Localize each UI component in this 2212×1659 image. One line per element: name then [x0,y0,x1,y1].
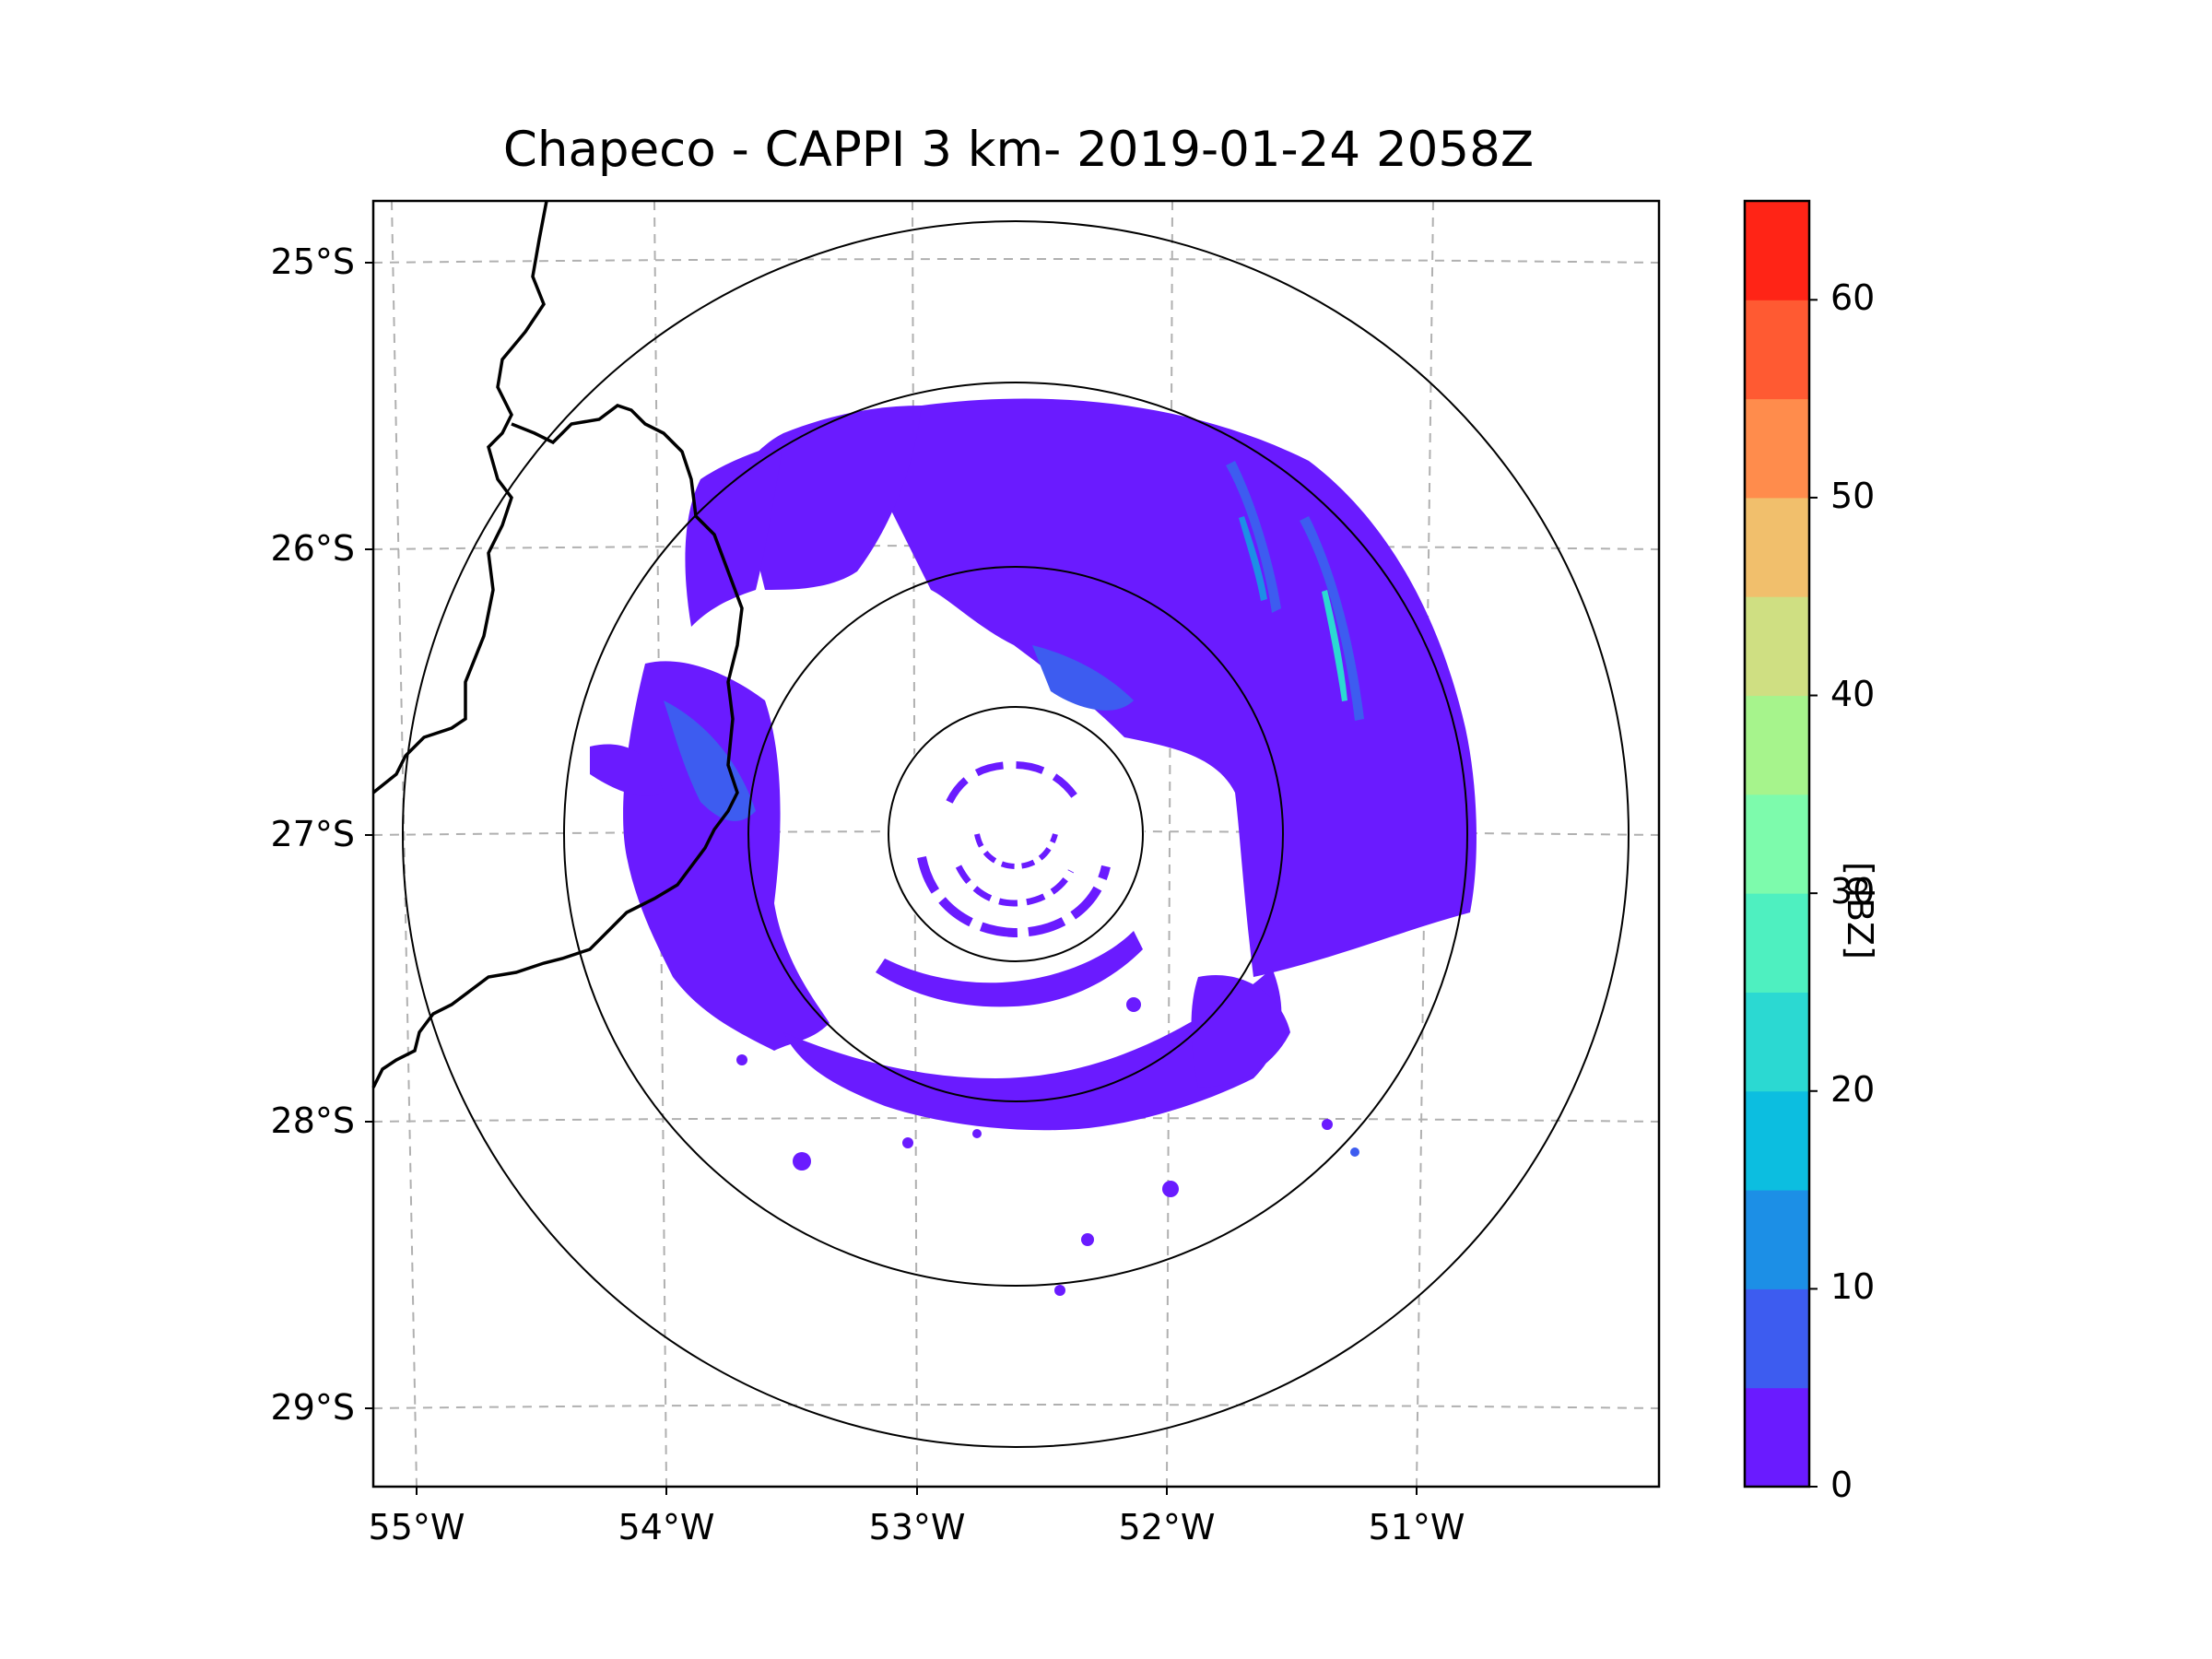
gridline-lat-29 [372,1404,1660,1409]
echo-inner-arcs [917,855,1111,938]
colorbar-tick-label: 0 [1830,1465,1853,1505]
echo-western [623,661,830,1051]
lat-tick-label: 29°S [270,1387,355,1428]
lon-tick-label: 55°W [368,1507,465,1547]
border-line-west [371,200,548,794]
range-rings [402,220,1630,1448]
colorbar-bin [1745,1190,1809,1289]
colorbar-bin [1745,695,1809,795]
echo-cell [1126,997,1141,1012]
echo-cell [1350,1147,1359,1157]
echo-inner-arcs [955,865,1075,907]
colorbar-tick-label: 50 [1830,475,1876,516]
echo-cell [1054,1285,1065,1296]
echo-cell [1081,1233,1094,1246]
echo-cell [793,1152,811,1171]
chart-title: Chapeco - CAPPI 3 km- 2019-01-24 2058Z [502,122,1535,178]
echo-southeast [1191,975,1290,1088]
echo-inner-arcs [974,833,1058,870]
range-ring-3 [563,382,1468,1287]
reflectivity-echoes [590,398,1477,1296]
map-frame [371,199,1661,1488]
echo-cell [1162,1181,1179,1197]
lon-tick-label: 53°W [868,1507,966,1547]
range-ring-4 [402,220,1630,1448]
colorbar [1745,201,1809,1488]
colorbar-frame [1743,199,1811,1488]
echo-streak-10dbz [1032,645,1134,711]
gridline-lat-25 [372,258,1660,264]
colorbar-bin [1745,992,1809,1092]
echo-streak-10dbz [1226,461,1281,613]
country-borders [371,200,744,1088]
colorbar-bin [1745,794,1809,894]
echo-cell [736,1054,747,1065]
lat-tick-label: 26°S [270,528,355,569]
colorbar-tick-label: 30 [1830,871,1876,912]
colorbar-bin [1745,300,1809,400]
lon-tick-label: 52°W [1118,1507,1216,1547]
gridline-lat-28 [372,1117,1660,1123]
echo-inner-ring [876,931,1143,1007]
colorbar-bin [1745,398,1809,499]
border-line-east [371,404,744,1088]
echo-cell [972,1129,982,1138]
echo-southern-arc [783,968,1282,1131]
echo-northern-band [737,406,922,590]
colorbar-tick-label: 20 [1830,1068,1876,1110]
lat-tick-label: 25°S [270,241,355,282]
lat-tick-label: 28°S [270,1100,355,1141]
colorbar-bin [1745,1387,1809,1488]
colorbar-bin [1745,201,1809,300]
colorbar-bin [1745,1090,1809,1191]
gridline-lat-26 [372,545,1660,550]
range-ring-1 [888,706,1144,962]
echo-inner-arcs [946,760,1082,805]
colorbar-bin [1745,893,1809,993]
clear-zone [887,705,1145,963]
echo-northwest [685,442,783,627]
echo-west-arm [590,744,664,796]
echo-cell [1322,1119,1333,1130]
colorbar-bin [1745,497,1809,597]
colorbar-tick-label: 10 [1830,1266,1876,1308]
colorbar-tick-label: 60 [1830,277,1876,319]
axis-ticks [365,262,1418,1495]
range-ring-2 [747,566,1284,1102]
colorbar-label: [dBZ] [1840,862,1880,959]
echo-eastern-main [876,398,1477,977]
colorbar-bin [1745,596,1809,697]
colorbar-ticks [1809,299,1818,1488]
lat-tick-label: 27°S [270,814,355,854]
colorbar-tick-label: 40 [1830,673,1876,714]
echo-streak-15dbz [1239,516,1267,601]
lon-tick-label: 54°W [618,1507,715,1547]
echo-streak-10dbz [1300,516,1364,721]
colorbar-bin [1745,1288,1809,1389]
echo-streak-10dbz [664,700,756,821]
echo-streak-20dbz [1322,590,1347,701]
echo-cell [902,1137,913,1148]
lon-tick-label: 51°W [1368,1507,1465,1547]
